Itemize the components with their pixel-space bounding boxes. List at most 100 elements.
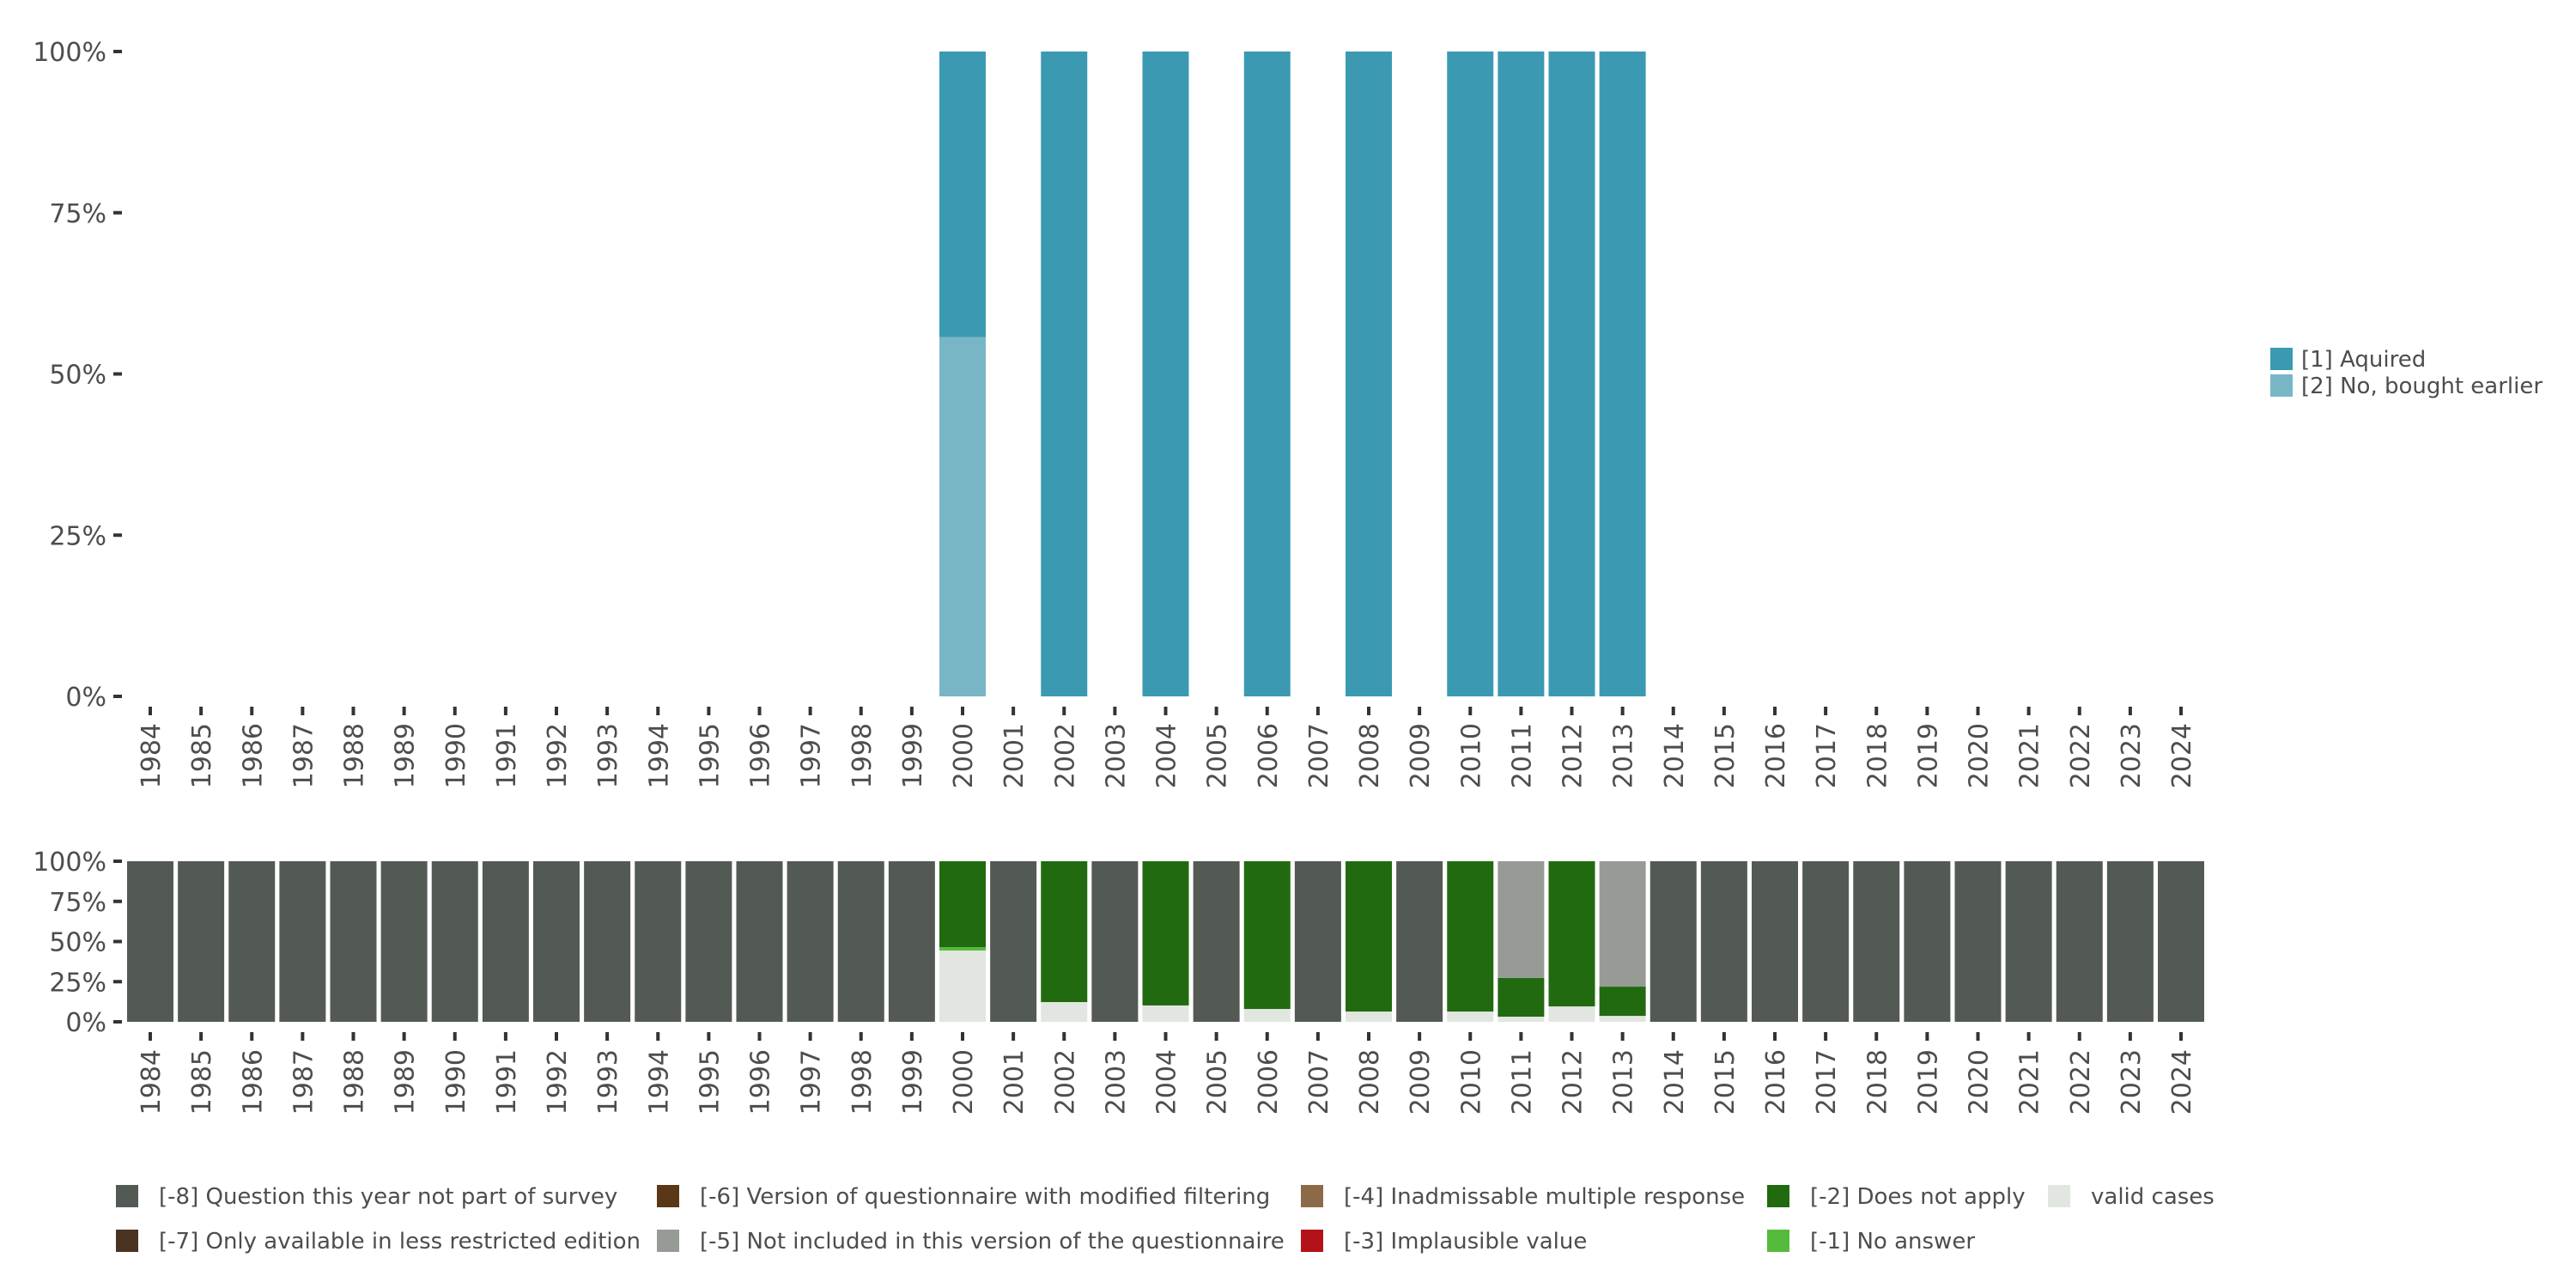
- bar-1985: [178, 861, 225, 1022]
- x-tick-label: 1997: [797, 1049, 827, 1115]
- y-tick-label: 25%: [49, 521, 106, 551]
- bar-2001: [990, 861, 1037, 1022]
- bar-2003: [1091, 861, 1139, 1022]
- legend-label: [-7] Only available in less restricted e…: [159, 1229, 641, 1255]
- x-tick-label: 1989: [391, 723, 421, 788]
- x-tick-label: 2023: [2117, 1049, 2147, 1115]
- x-tick-label: 2013: [1609, 1049, 1639, 1115]
- bar-2005: [1193, 861, 1240, 1022]
- x-tick-label: 2012: [1558, 723, 1589, 788]
- x-tick-label: 2008: [1355, 723, 1385, 788]
- bar-2008: [1346, 52, 1392, 696]
- bar-2023: [2106, 861, 2154, 1022]
- x-tick-label: 1990: [441, 723, 471, 788]
- x-tick-label: 2001: [999, 723, 1030, 788]
- bar-2012: [1548, 52, 1595, 696]
- bar-1991: [482, 861, 529, 1022]
- bar-2000: [939, 337, 986, 696]
- x-tick-label: 1990: [441, 1049, 471, 1115]
- x-tick-label: 1994: [644, 723, 674, 788]
- bar-1988: [330, 861, 377, 1022]
- bar-2010: [1447, 861, 1494, 1012]
- x-tick-label: 2017: [1812, 723, 1842, 788]
- x-tick-label: 2011: [1507, 723, 1537, 788]
- x-tick-label: 1995: [695, 1049, 725, 1115]
- bar-2000: [939, 947, 986, 951]
- bar-1993: [584, 861, 631, 1022]
- x-tick-label: 2017: [1812, 1049, 1842, 1115]
- x-tick-label: 2006: [1254, 1049, 1284, 1115]
- x-tick-label: 2019: [1913, 1049, 1943, 1115]
- legend-label: [-1] No answer: [1810, 1229, 1975, 1255]
- legend-label: [-8] Question this year not part of surv…: [159, 1184, 617, 1210]
- bar-2018: [1853, 861, 1900, 1022]
- bar-2004: [1142, 52, 1189, 696]
- x-tick-label: 2007: [1304, 1049, 1334, 1115]
- x-tick-label: 2024: [2167, 1049, 2197, 1115]
- x-tick-label: 1985: [187, 1049, 217, 1115]
- y-tick-label: 100%: [33, 38, 106, 68]
- x-tick-label: 2003: [1101, 1049, 1131, 1115]
- x-tick-label: 1999: [898, 723, 928, 788]
- x-tick-label: 2009: [1406, 723, 1436, 788]
- x-tick-label: 1999: [898, 1049, 928, 1115]
- x-tick-label: 1998: [848, 723, 878, 788]
- x-tick-label: 2022: [2066, 723, 2096, 788]
- legend-label: [-3] Implausible value: [1344, 1229, 1587, 1255]
- x-tick-label: 1996: [746, 1049, 776, 1115]
- bar-2007: [1294, 861, 1341, 1022]
- y-tick-label: 75%: [49, 888, 106, 918]
- legend-swatch: [657, 1230, 679, 1252]
- bar-2019: [1904, 861, 1951, 1022]
- x-tick-label: 2010: [1456, 723, 1486, 788]
- bar-2011: [1498, 861, 1545, 978]
- bar-2013: [1599, 1016, 1646, 1022]
- x-tick-label: 2000: [949, 1049, 979, 1115]
- legend-swatch: [1301, 1230, 1323, 1252]
- bar-2004: [1142, 1005, 1189, 1022]
- legend-swatch: [2048, 1185, 2070, 1207]
- bar-2017: [1802, 861, 1850, 1022]
- x-tick-label: 2000: [949, 723, 979, 788]
- x-tick-label: 1986: [238, 723, 268, 788]
- y-tick-label: 25%: [49, 968, 106, 998]
- x-tick-label: 2006: [1254, 723, 1284, 788]
- bar-2010: [1447, 52, 1494, 696]
- y-tick-label: 50%: [49, 928, 106, 958]
- x-tick-label: 2004: [1152, 723, 1182, 788]
- x-tick-label: 2009: [1406, 1049, 1436, 1115]
- x-tick-label: 2020: [1965, 723, 1995, 788]
- legend-label: valid cases: [2091, 1184, 2215, 1210]
- bar-2006: [1243, 861, 1291, 1010]
- x-tick-label: 1997: [797, 723, 827, 788]
- legend-swatch: [2270, 348, 2293, 370]
- x-tick-label: 1994: [644, 1049, 674, 1115]
- legend-label: [-5] Not included in this version of the…: [700, 1229, 1285, 1255]
- x-tick-label: 1993: [593, 723, 623, 788]
- x-tick-label: 2011: [1507, 1049, 1537, 1115]
- y-tick-label: 0%: [65, 683, 106, 713]
- x-tick-label: 1996: [746, 723, 776, 788]
- x-tick-label: 2002: [1050, 723, 1080, 788]
- bar-2010: [1447, 1012, 1494, 1022]
- x-tick-label: 1987: [289, 723, 319, 788]
- x-tick-label: 2005: [1203, 723, 1233, 788]
- legend-swatch: [116, 1230, 138, 1252]
- x-tick-label: 2008: [1355, 1049, 1385, 1115]
- bar-2021: [2005, 861, 2052, 1022]
- x-tick-label: 2023: [2117, 723, 2147, 788]
- y-tick-label: 75%: [49, 199, 106, 229]
- x-tick-label: 1992: [543, 1049, 573, 1115]
- bar-2015: [1700, 861, 1747, 1022]
- bar-2002: [1041, 52, 1088, 696]
- bar-2016: [1752, 861, 1798, 1022]
- legend-label: [1] Aquired: [2301, 347, 2426, 373]
- x-tick-label: 2021: [2015, 1049, 2045, 1115]
- legend-label: [2] No, bought earlier: [2301, 374, 2543, 399]
- x-tick-label: 2001: [999, 1049, 1030, 1115]
- x-tick-label: 1984: [137, 723, 167, 788]
- x-tick-label: 1989: [391, 1049, 421, 1115]
- bar-2012: [1548, 861, 1595, 1007]
- legend-swatch: [2270, 374, 2293, 397]
